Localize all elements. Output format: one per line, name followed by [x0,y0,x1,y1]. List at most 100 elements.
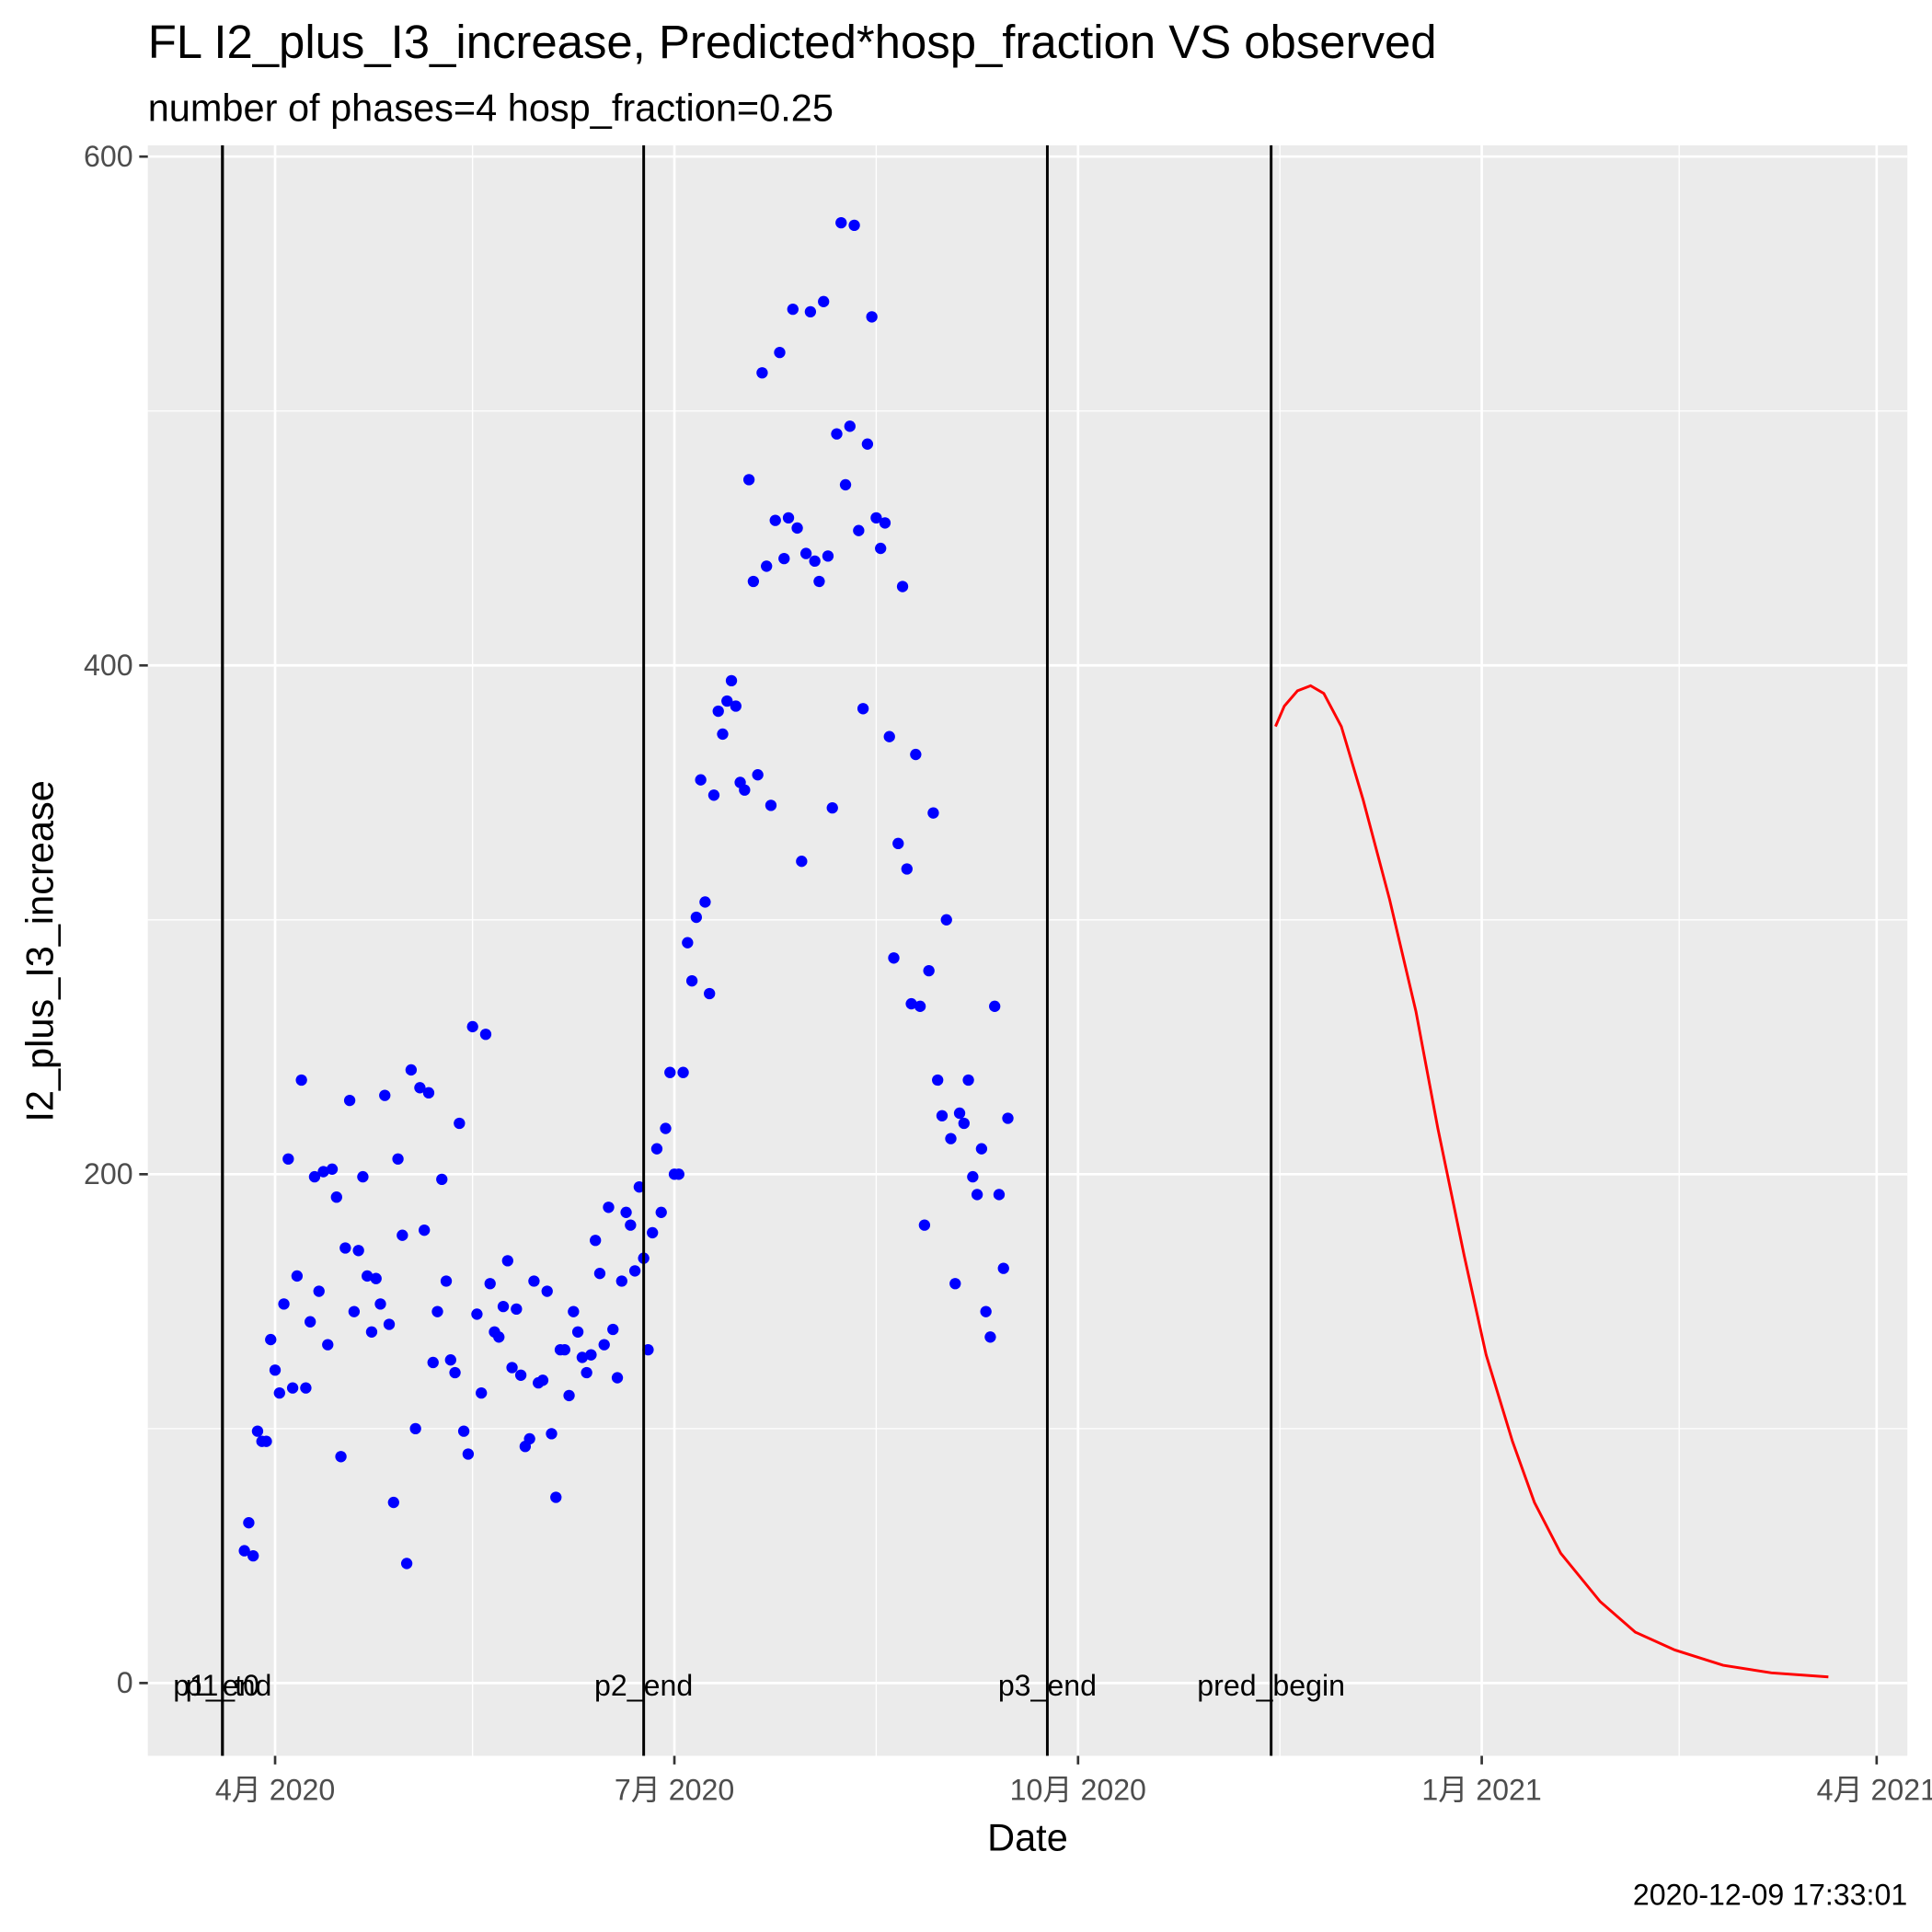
point [896,581,909,592]
point [440,1275,453,1287]
point [725,674,738,687]
point [392,1153,404,1165]
point [673,1168,684,1180]
point [791,522,803,535]
caption: 2020-12-09 17:33:01 [1633,1879,1907,1912]
point [997,1262,1009,1274]
point [497,1300,510,1313]
chart-subtitle: number of phases=4 hosp_fraction=0.25 [148,86,834,129]
point [804,305,817,318]
point [945,1133,957,1144]
point [993,1189,1006,1201]
point [752,769,764,781]
point [313,1285,325,1297]
point [484,1278,496,1290]
point [546,1428,558,1440]
point [511,1303,523,1316]
y-axis-title: I2_plus_I3_increase [18,780,62,1121]
point [308,1170,321,1183]
point [383,1318,396,1330]
point [787,303,799,316]
point [984,1331,996,1343]
phase-label: p2_end [594,1669,693,1702]
point [397,1229,408,1241]
point [493,1331,505,1343]
point [607,1323,619,1336]
point [348,1305,361,1317]
point [362,1270,374,1282]
point [330,1191,342,1203]
point [506,1362,518,1374]
point [857,703,869,715]
point [949,1278,961,1290]
point [405,1064,418,1076]
point [989,1000,1001,1012]
point [322,1339,334,1351]
point [295,1074,307,1087]
point [286,1382,299,1394]
point [536,1374,549,1386]
point [660,1122,672,1134]
point [523,1432,535,1445]
point [914,1000,926,1012]
point [685,975,698,987]
point [717,728,729,741]
point [756,367,768,379]
point [251,1425,264,1437]
point [541,1285,553,1297]
point [387,1496,399,1509]
point [343,1094,356,1107]
point [1002,1112,1014,1124]
point [269,1364,282,1376]
point [427,1356,439,1369]
point [901,863,913,875]
point [844,420,856,432]
point [962,1074,974,1087]
point [699,896,711,908]
point [449,1366,461,1379]
point [611,1372,624,1384]
point [436,1173,448,1186]
point [514,1369,527,1381]
point [300,1382,312,1394]
point [650,1143,663,1155]
point [818,295,830,307]
point [905,997,917,1010]
point [625,1219,637,1231]
point [690,911,703,924]
point [400,1558,413,1570]
point [761,560,773,572]
point [528,1275,540,1287]
point [742,474,755,486]
point [721,695,733,707]
point [471,1308,483,1320]
y-tick-label: 200 [84,1157,133,1190]
point [265,1333,277,1346]
point [712,705,724,718]
x-tick-label: 7月 2020 [615,1774,734,1807]
point [883,730,895,742]
point [370,1272,382,1284]
point [813,575,825,588]
point [550,1491,562,1503]
point [501,1255,513,1267]
point [730,700,742,712]
point [379,1089,391,1101]
y-tick-label: 600 [84,140,133,173]
x-axis-title: Date [987,1816,1068,1859]
x-tick-label: 4月 2021 [1817,1774,1932,1807]
point [853,524,865,536]
point [479,1029,492,1041]
phase-label: pred_begin [1197,1669,1345,1702]
point [910,748,922,761]
point [932,1074,944,1087]
point [568,1305,580,1317]
point [466,1020,478,1033]
point [980,1305,992,1317]
point [462,1448,475,1460]
point [282,1153,294,1165]
point [581,1366,592,1379]
point [571,1326,584,1338]
point [576,1351,589,1363]
point [796,856,808,868]
